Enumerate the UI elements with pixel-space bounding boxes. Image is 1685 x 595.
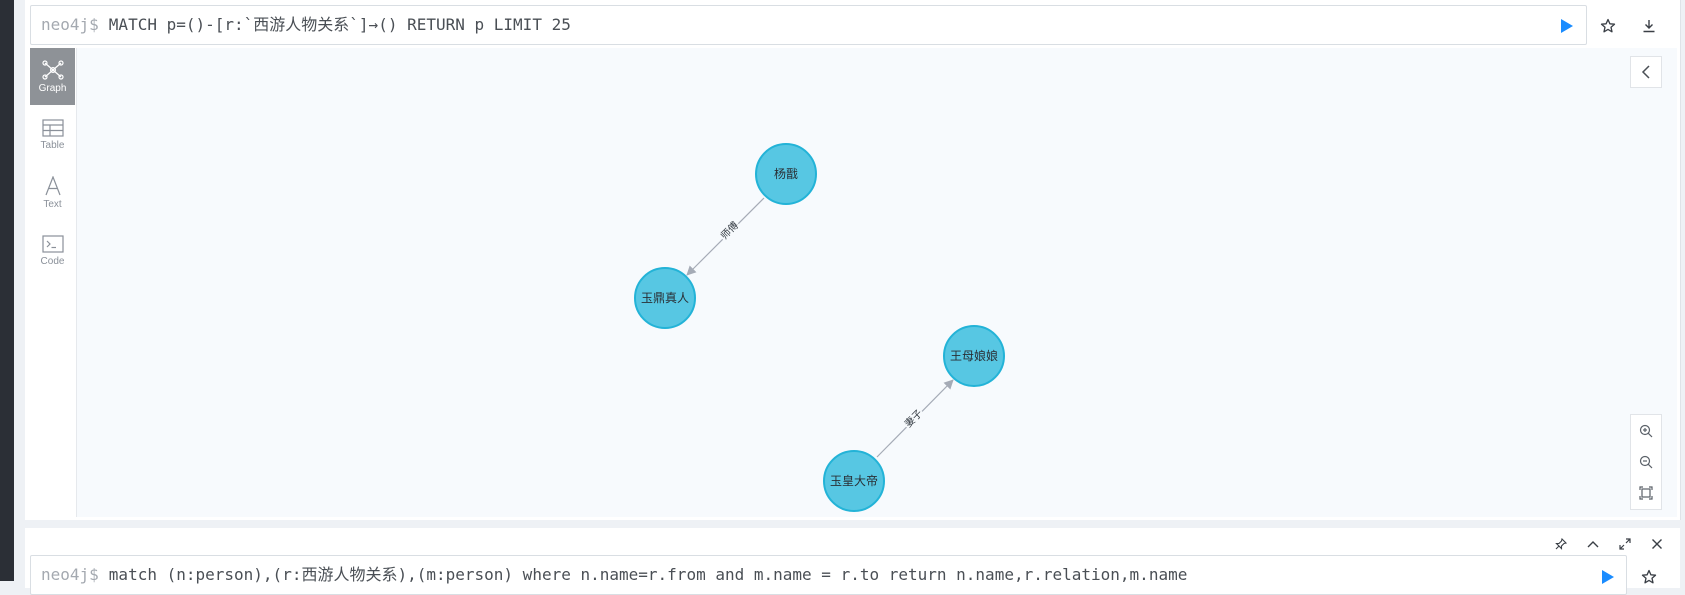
view-sidebar: Graph Table Text Code [25, 48, 77, 517]
play-icon [1561, 19, 1573, 33]
play-icon [1602, 570, 1614, 584]
tab-graph-label: Graph [38, 82, 67, 94]
tab-graph[interactable]: Graph [30, 48, 75, 105]
favorite-button[interactable] [1596, 14, 1620, 38]
table-icon [41, 118, 64, 137]
collapse-frame-button[interactable] [1581, 532, 1605, 556]
relationship-qizi[interactable]: 妻子 [876, 379, 954, 458]
graph-view[interactable]: 师傅 妻子 杨戬 玉鼎真人 王母娘娘 玉皇大帝 [0, 0, 1685, 581]
graph-canvas[interactable] [77, 48, 1677, 517]
pin-frame-button[interactable] [1549, 532, 1573, 556]
star-icon [1600, 18, 1616, 33]
fit-screen-icon [1639, 486, 1653, 500]
run-button[interactable] [1555, 14, 1579, 38]
favorite-button-2[interactable] [1637, 565, 1661, 589]
close-frame-button[interactable] [1645, 532, 1669, 556]
query-editor-2[interactable]: neo4j$ match (n:person),(r:西游人物关系),(m:per… [30, 555, 1627, 595]
query-text[interactable]: MATCH p=()-[r:`西游人物关系`]→() RETURN p LIMI… [108, 15, 571, 34]
node-yangjian[interactable]: 杨戬 [755, 143, 817, 205]
query-text-2[interactable]: match (n:person),(r:西游人物关系),(m:person) w… [108, 565, 1188, 584]
download-button[interactable] [1637, 14, 1661, 38]
editor-prompt: neo4j$ [41, 15, 99, 34]
tab-table[interactable]: Table [30, 106, 75, 163]
node-yuhuang[interactable]: 玉皇大帝 [823, 450, 885, 512]
collapse-inspector-button[interactable] [1630, 56, 1662, 88]
graph-icon [41, 59, 64, 80]
chevron-up-icon [1587, 541, 1599, 548]
star-icon [1641, 569, 1657, 584]
query-editor[interactable]: neo4j$ MATCH p=()-[r:`西游人物关系`]→() RETURN … [30, 5, 1587, 45]
zoom-out-icon [1639, 455, 1653, 469]
node-label: 王母娘娘 [950, 348, 998, 363]
left-app-strip [0, 0, 14, 581]
tab-table-label: Table [40, 139, 65, 151]
zoom-in-icon [1639, 424, 1653, 438]
node-label: 杨戬 [774, 166, 798, 181]
download-icon [1643, 20, 1655, 33]
tab-code-label: Code [40, 255, 65, 267]
relationship-shifu[interactable]: 师傅 [686, 197, 765, 276]
zoom-in-button[interactable] [1631, 416, 1661, 446]
node-yuding[interactable]: 玉鼎真人 [634, 267, 696, 329]
tab-text-label: Text [43, 198, 62, 210]
fullscreen-frame-button[interactable] [1613, 532, 1637, 556]
expand-icon [1619, 538, 1631, 550]
tab-text[interactable]: Text [30, 164, 75, 221]
tab-code[interactable]: Code [30, 222, 75, 279]
node-label: 玉皇大帝 [830, 473, 878, 488]
text-icon [44, 175, 61, 195]
editor-prompt-2: neo4j$ [41, 565, 99, 584]
node-label: 玉鼎真人 [641, 291, 689, 305]
pin-icon [1555, 538, 1567, 550]
code-icon [41, 234, 64, 253]
node-wangmu[interactable]: 王母娘娘 [943, 325, 1005, 387]
zoom-out-button[interactable] [1631, 447, 1661, 477]
zoom-controls [1630, 414, 1662, 510]
fit-to-screen-button[interactable] [1631, 478, 1661, 508]
chevron-left-icon [1641, 65, 1650, 79]
run-button-2[interactable] [1596, 565, 1620, 589]
close-icon [1652, 539, 1662, 549]
